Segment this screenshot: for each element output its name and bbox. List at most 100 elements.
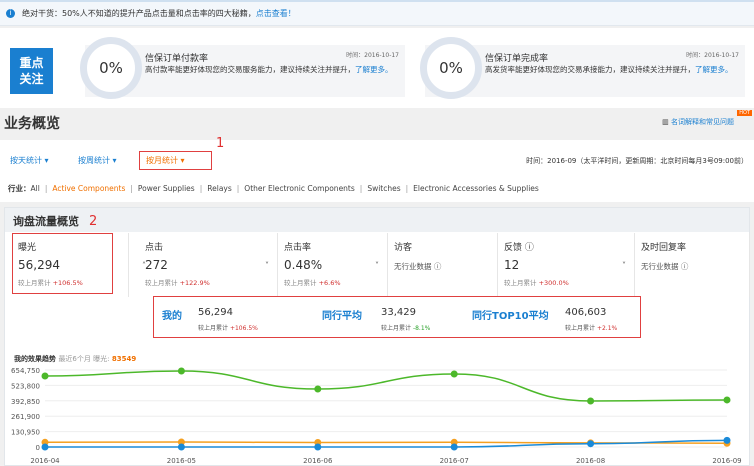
industry-2[interactable]: Power Supplies xyxy=(137,184,195,193)
chart-title: 我的效果趋势 最近6个月 曝光: 83549 xyxy=(14,355,137,363)
banner-link[interactable]: 点击查看！ xyxy=(255,9,296,18)
x-tick-label: 2016-09 xyxy=(712,457,741,465)
tab-weekly[interactable]: 按周统计 ▾ xyxy=(78,156,117,165)
y-tick-label: 0 xyxy=(36,444,40,452)
data-point xyxy=(450,443,458,451)
chevron-icon[interactable]: ˅ xyxy=(375,261,379,270)
data-point xyxy=(723,436,731,444)
chevron-icon[interactable]: ˅ xyxy=(265,261,269,270)
metric-change: 较上月累计 +106.5% xyxy=(18,279,83,287)
industry-5[interactable]: Switches xyxy=(367,184,401,193)
rate-value: 0% xyxy=(439,59,463,77)
metric-name: 访客 xyxy=(394,243,413,253)
peer-avg-value: 33,429 xyxy=(381,307,416,318)
help-link[interactable]: ▥ 名词解释和常见问题 xyxy=(662,117,734,127)
chevron-icon[interactable]: ˄ xyxy=(142,261,146,270)
peer-avg-change: 较上月累计 -8.1% xyxy=(381,325,431,332)
divider: | xyxy=(405,184,409,193)
metric-name: 点击 xyxy=(145,243,164,253)
section-title: 业务概览 xyxy=(4,116,60,132)
banner-text: 绝对干货：50%人不知道的提升产品点击量和点击率的四大秘籍， xyxy=(22,9,256,18)
book-icon: ▥ xyxy=(662,118,671,126)
card-desc: 高发货率能更好体现您的交易承接能力，建议持续关注并提升， xyxy=(485,65,695,74)
info-icon: i xyxy=(6,9,15,18)
metric-1[interactable]: 点击 272 较上月累计 +122.9% ˅ xyxy=(139,233,278,297)
filter-area xyxy=(0,140,754,202)
y-tick-label: 261,900 xyxy=(11,413,40,421)
panel-header: 询盘流量概览 2 xyxy=(5,208,749,232)
completion-rate-card: 0% 信保订单完成率 时间：2016-10-17 高发货率能更好体现您的交易承接… xyxy=(420,37,745,99)
data-point xyxy=(587,440,595,448)
x-tick-label: 2016-08 xyxy=(576,457,605,465)
industry-1[interactable]: Active Components xyxy=(52,184,126,193)
notice-banner: i 绝对干货：50%人不知道的提升产品点击量和点击率的四大秘籍， 点击查看！ xyxy=(0,0,754,26)
focus-line1: 重点 xyxy=(19,56,44,70)
progress-ring: 0% xyxy=(80,37,142,99)
metric-value: 12 xyxy=(504,258,520,272)
top10-label: 同行TOP10平均 xyxy=(472,311,549,322)
divider: | xyxy=(236,184,240,193)
y-tick-label: 523,800 xyxy=(11,382,40,390)
divider: | xyxy=(44,184,48,193)
metric-4[interactable]: 反馈 ⓘ 12 较上月累计 +300.0% ˅ xyxy=(498,233,635,297)
y-tick-label: 130,950 xyxy=(11,429,40,437)
divider: | xyxy=(199,184,203,193)
metric-change: 较上月累计 +122.9% xyxy=(145,279,210,287)
industry-filter: 行业：All | Active Components | Power Supplies |… xyxy=(8,183,539,194)
data-point xyxy=(41,443,49,451)
y-tick-label: 392,850 xyxy=(11,398,40,406)
series-line-2 xyxy=(45,439,728,448)
mine-change: 较上月累计 +106.5% xyxy=(198,325,258,332)
metric-0[interactable]: 曝光 56,294 较上月累计 +106.5% ˄ xyxy=(12,233,146,297)
industry-6[interactable]: Electronic Accessories & Supplies xyxy=(413,184,539,193)
card-title: 信保订单完成率 xyxy=(485,54,549,64)
payment-rate-card: 0% 信保订单付款率 时间：2016-10-17 高付款率能更好体现您的交易服务… xyxy=(80,37,405,99)
focus-line2: 关注 xyxy=(19,72,44,86)
industry-0[interactable]: All xyxy=(30,184,40,193)
tab-daily[interactable]: 按天统计 ▾ xyxy=(10,156,49,165)
learn-more-link[interactable]: 了解更多。 xyxy=(355,65,393,74)
annotation-2: 2 xyxy=(89,214,98,229)
data-point xyxy=(450,370,458,378)
x-tick-label: 2016-07 xyxy=(440,457,469,465)
data-point xyxy=(723,396,731,404)
rate-value: 0% xyxy=(99,59,123,77)
industry-3[interactable]: Relays xyxy=(207,184,232,193)
help-text: 名词解释和常见问题 xyxy=(671,118,734,126)
data-point xyxy=(177,438,185,446)
mine-label: 我的 xyxy=(162,311,182,322)
y-tick-label: 654,750 xyxy=(11,367,40,375)
card-title: 信保订单付款率 xyxy=(145,54,209,64)
metric-name: 曝光 xyxy=(18,243,37,253)
industry-4[interactable]: Other Electronic Components xyxy=(244,184,355,193)
x-tick-label: 2016-04 xyxy=(30,457,60,465)
metric-3[interactable]: 访客 无行业数据 ⓘ xyxy=(388,233,498,297)
data-point xyxy=(177,367,185,375)
x-tick-label: 2016-05 xyxy=(167,457,196,465)
metric-5[interactable]: 及时回复率无行业数据 ⓘ xyxy=(635,233,750,297)
annotation-1: 1 xyxy=(216,136,225,151)
data-point xyxy=(587,397,595,405)
chevron-icon[interactable]: ˅ xyxy=(622,261,626,270)
data-point xyxy=(314,443,322,451)
panel-title: 询盘流量概览 xyxy=(13,215,79,228)
metric-name: 及时回复率 xyxy=(641,243,687,253)
metric-value: 无行业数据 ⓘ xyxy=(641,262,689,271)
data-point xyxy=(177,443,185,451)
industry-label: 行业： xyxy=(8,184,31,193)
trend-chart: 0 130,950 261,900 392,850 523,800 654,750 2016… xyxy=(11,367,742,465)
highlight-box xyxy=(12,233,113,294)
tab-monthly[interactable]: 按月统计 ▾ xyxy=(139,151,212,170)
hot-badge: HOT xyxy=(737,110,752,116)
learn-more-link[interactable]: 了解更多。 xyxy=(695,65,733,74)
compare-box: 我的 56,294 较上月累计 +106.5% 同行平均 33,429 较上月累… xyxy=(153,296,641,338)
top10-change: 较上月累计 +2.1% xyxy=(565,325,618,332)
focus-badge: 重点 关注 xyxy=(10,48,53,94)
metric-value: 272 xyxy=(145,258,168,272)
metric-2[interactable]: 点击率 0.48% 较上月累计 +6.6% ˅ xyxy=(278,233,388,297)
progress-ring: 0% xyxy=(420,37,482,99)
data-point xyxy=(41,372,49,380)
metric-value: 56,294 xyxy=(18,258,60,272)
divider: | xyxy=(359,184,363,193)
card-date: 时间：2016-10-17 xyxy=(346,52,399,59)
